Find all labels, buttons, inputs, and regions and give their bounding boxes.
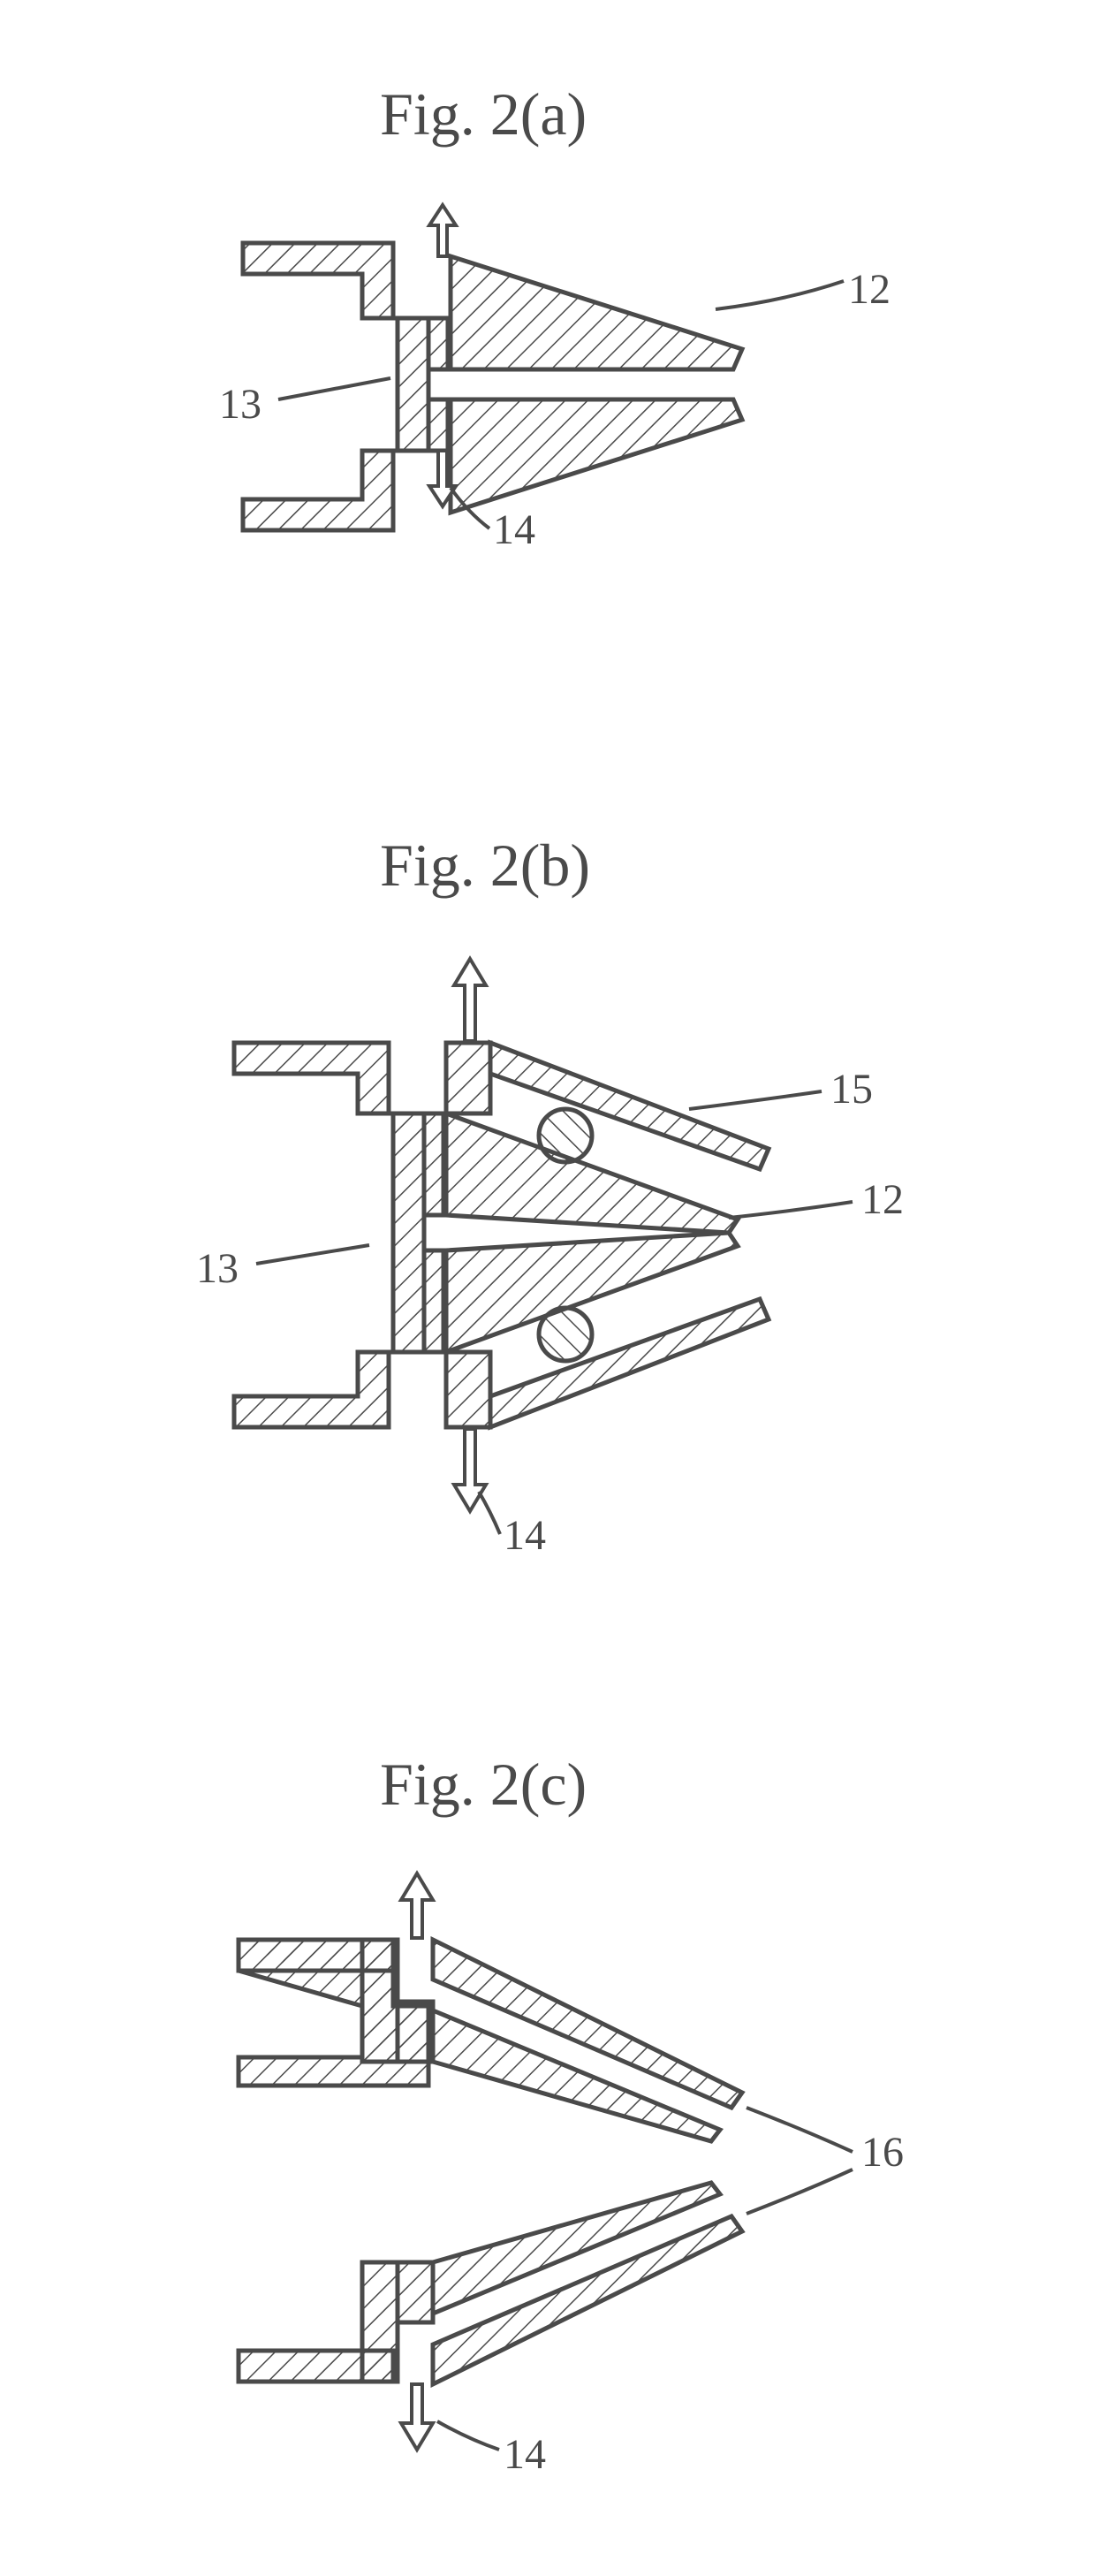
fig-2a-label-13: 13 [219, 380, 261, 429]
fig-2b-label-13: 13 [196, 1244, 239, 1293]
fig-2c-arrow-up [401, 1873, 433, 1938]
fig-2c-lower-step [362, 2262, 398, 2382]
fig-2b-ball-bottom [539, 1308, 592, 1361]
fig-2a-drawing [186, 194, 910, 672]
fig-2b-spacer-bottom [424, 1250, 443, 1352]
fig-2a-label-14: 14 [493, 505, 535, 554]
fig-2a-spacer-top [428, 318, 448, 369]
fig-2a-title: Fig. 2(a) [380, 80, 587, 149]
page: Fig. 2(a) 12 13 14 Fig. 2(b [0, 0, 1099, 2576]
fig-2b-leader-14 [479, 1492, 500, 1534]
fig-2b-label-14: 14 [504, 1511, 546, 1560]
fig-2b-leader-15 [689, 1091, 822, 1109]
fig-2c-leader-16-upper [747, 2108, 853, 2152]
fig-2c-lower-neck [398, 2262, 433, 2322]
fig-2c-title: Fig. 2(c) [380, 1750, 587, 1820]
fig-2b-leader-13 [256, 1245, 369, 1264]
fig-2a-left-bracket [243, 243, 428, 530]
fig-2c-leader-14 [437, 2421, 499, 2450]
fig-2a-label-12: 12 [848, 265, 891, 314]
fig-2b-title: Fig. 2(b) [380, 831, 590, 900]
fig-2b-ball-top [539, 1109, 592, 1162]
fig-2c-upper-neck [398, 2002, 433, 2062]
fig-2a-cone-lower [451, 399, 742, 513]
fig-2a-spacer-bottom [428, 399, 448, 451]
fig-2c-upper-step [362, 1940, 398, 2062]
fig-2b-left-bracket [234, 1043, 424, 1427]
fig-2c-arrow-down [401, 2384, 433, 2450]
fig-2b-drawing [186, 937, 928, 1564]
fig-2c-label-16: 16 [861, 2128, 904, 2177]
fig-2b-outer-mount-bottom [446, 1352, 490, 1427]
fig-2a-leader-12 [716, 281, 844, 309]
fig-2b-label-12: 12 [861, 1175, 904, 1224]
fig-2c-label-14: 14 [504, 2430, 546, 2479]
fig-2b-label-15: 15 [830, 1065, 873, 1113]
fig-2b-arrow-up [454, 959, 486, 1041]
fig-2b-spacer-top [424, 1113, 443, 1215]
fig-2a-leader-13 [278, 378, 390, 399]
fig-2c-drawing [186, 1856, 928, 2492]
fig-2a-cone-upper [451, 256, 742, 369]
fig-2a-arrow-up [429, 205, 456, 256]
fig-2b-outer-mount-top [446, 1043, 490, 1113]
fig-2c-leader-16-lower [747, 2169, 853, 2214]
fig-2b-leader-12 [729, 1202, 853, 1218]
